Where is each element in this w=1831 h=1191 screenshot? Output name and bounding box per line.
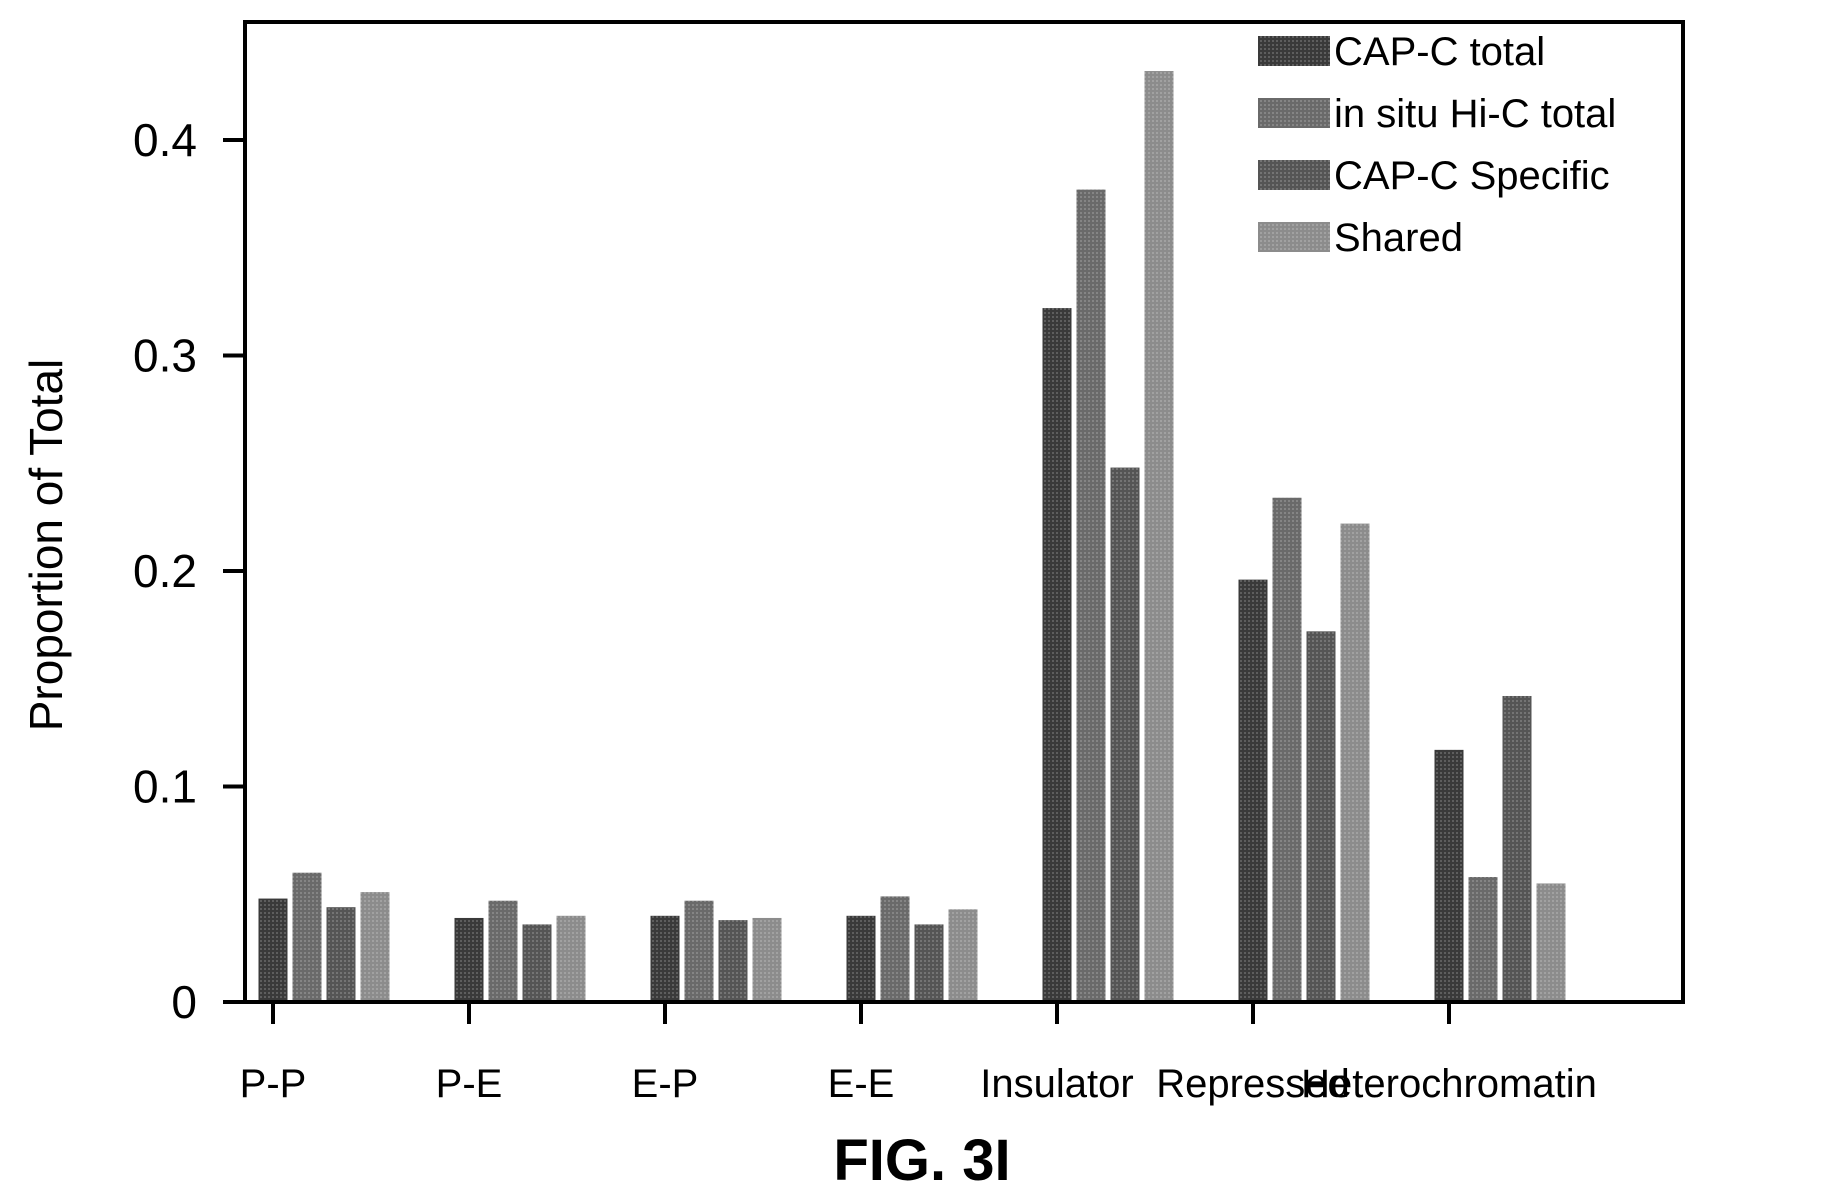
bar-texture [258,898,288,1002]
legend-swatch-texture [1258,98,1330,128]
x-tick-label: E-E [828,1062,895,1106]
y-tick-label: 0.3 [133,330,197,382]
y-tick-label: 0.4 [133,114,197,166]
bar-texture [1434,749,1464,1002]
bar-texture [1306,631,1336,1002]
y-tick-label: 0.2 [133,545,197,597]
bar-texture [650,915,680,1002]
x-tick-label: P-P [240,1062,307,1106]
legend-swatch-texture [1258,36,1330,66]
bar-texture [522,924,552,1002]
bar-texture [488,900,518,1002]
legend-label: CAP-C total [1334,30,1545,74]
legend-swatch-texture [1258,222,1330,252]
y-tick-label: 0 [171,976,197,1028]
x-tick-label: Insulator [980,1062,1133,1106]
legend-label: in situ Hi-C total [1334,92,1616,136]
x-tick-label: Heterochromatin [1301,1062,1597,1106]
bar-texture [454,917,484,1002]
legend-swatch-texture [1258,160,1330,190]
bar-texture [1042,308,1072,1003]
bar-texture [1110,467,1140,1002]
bar-texture [948,909,978,1002]
bar-texture [360,892,390,1002]
y-axis-label: Proportion of Total [20,359,72,732]
bar-texture [1468,877,1498,1002]
figure-caption: FIG. 3I [833,1128,1010,1191]
bar-texture [1536,883,1566,1002]
bar-texture [880,896,910,1002]
bar-texture [846,915,876,1002]
bar-texture [1238,579,1268,1002]
bar-texture [1272,497,1302,1002]
bar-texture [1340,523,1370,1002]
bar-texture [1502,695,1532,1002]
bar-texture [914,924,944,1002]
bar-texture [556,915,586,1002]
y-tick-label: 0.1 [133,761,197,813]
x-tick-label: E-P [632,1062,699,1106]
bar-texture [1144,71,1174,1003]
bar-texture [1076,189,1106,1002]
bar-texture [684,900,714,1002]
bar-texture [718,920,748,1002]
bar-texture [326,907,356,1002]
legend-label: Shared [1334,216,1463,260]
x-tick-label: P-E [436,1062,503,1106]
bar-texture [752,917,782,1002]
plot-frame [243,20,1685,1004]
legend-label: CAP-C Specific [1334,154,1610,198]
x-tick-label: Repressed [1156,1062,1349,1106]
bar-texture [292,872,322,1002]
